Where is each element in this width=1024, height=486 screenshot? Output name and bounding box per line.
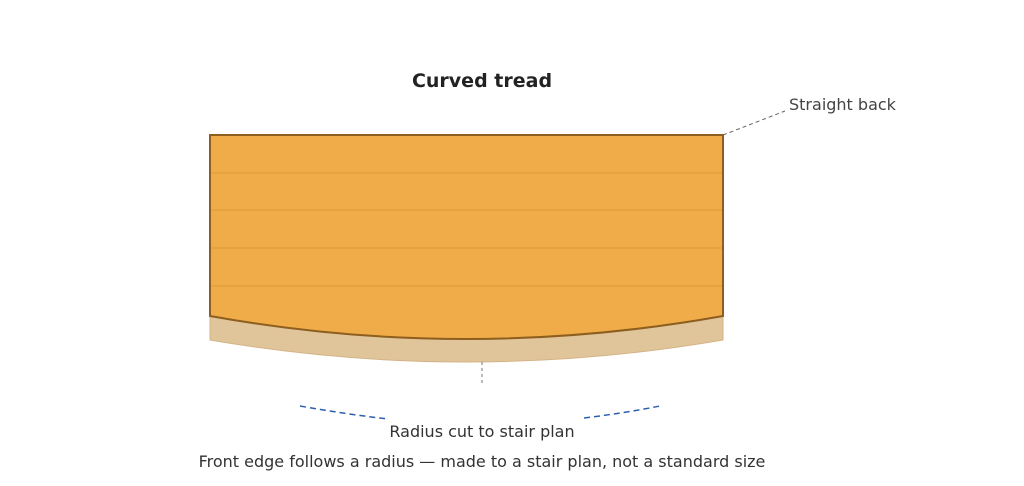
grain-lines — [211, 172, 722, 287]
radius-arc-right — [583, 405, 661, 419]
title: Curved tread — [412, 70, 552, 92]
tread — [209, 134, 724, 340]
radius-arc-left — [299, 405, 389, 420]
caption: Front edge follows a radius — made to a … — [199, 452, 766, 471]
radius-label: Radius cut to stair plan — [389, 422, 574, 441]
back-leader — [722, 110, 786, 136]
back-label: Straight back — [789, 95, 897, 114]
